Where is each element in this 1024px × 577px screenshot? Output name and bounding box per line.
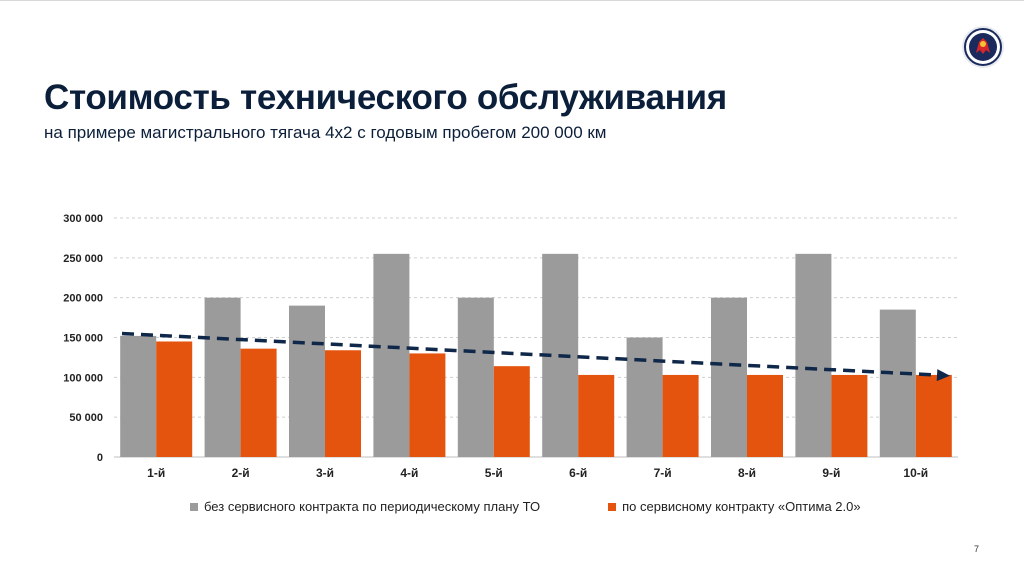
trend-arrowhead	[936, 369, 950, 382]
bar-series-1	[289, 305, 325, 457]
bar-series-2	[747, 374, 783, 457]
bar-series-2	[156, 341, 193, 457]
legend-swatch-series-1	[190, 502, 198, 511]
y-tick-label: 150 000	[63, 333, 103, 345]
x-tick-label: 4-й	[400, 466, 418, 480]
trend-line	[121, 331, 941, 377]
page-title: Стоимость технического обслуживания	[44, 78, 727, 117]
page-subtitle: на примере магистрального тягача 4х2 с г…	[44, 123, 607, 142]
bar-series-2	[240, 348, 277, 457]
x-tick-label: 2-й	[232, 466, 250, 480]
bar-series-1	[457, 297, 494, 457]
x-tick-label: 8-й	[738, 466, 756, 480]
y-tick-label: 200 000	[63, 293, 103, 305]
legend-item-series-1: без сервисного контракта по периодическо…	[190, 499, 540, 514]
x-tick-label: 6-й	[569, 466, 587, 480]
x-tick-label: 9-й	[822, 466, 840, 480]
x-tick-label: 3-й	[316, 466, 334, 480]
y-tick-label: 0	[97, 452, 103, 464]
legend-item-series-2: по сервисному контракту «Оптима 2.0»	[608, 499, 861, 514]
bar-series-2	[409, 353, 446, 457]
chart-legend: без сервисного контракта по периодическо…	[190, 499, 861, 514]
legend-label-series-2: по сервисному контракту «Оптима 2.0»	[622, 499, 861, 514]
bar-series-2	[831, 374, 868, 457]
bar-series-1	[795, 253, 832, 457]
x-tick-label: 5-й	[485, 466, 503, 480]
bar-series-2	[325, 350, 361, 457]
bar-series-2	[578, 374, 615, 457]
legend-swatch-series-2	[608, 502, 617, 511]
top-border	[0, 0, 1024, 1]
y-tick-label: 300 000	[63, 213, 103, 225]
y-tick-label: 250 000	[63, 253, 103, 265]
bar-series-1	[626, 337, 663, 457]
x-tick-label: 7-й	[654, 466, 672, 480]
bar-series-1	[204, 297, 241, 457]
bar-series-1	[711, 297, 747, 457]
x-tick-label: 1-й	[147, 466, 165, 480]
bar-series-1	[879, 309, 916, 457]
legend-label-series-1: без сервисного контракта по периодическо…	[204, 499, 541, 514]
y-tick-label: 50 000	[69, 412, 103, 424]
bar-series-1	[373, 253, 410, 457]
bar-series-2	[915, 374, 952, 457]
y-tick-label: 100 000	[63, 372, 103, 384]
page-number: 7	[974, 544, 980, 554]
bar-series-2	[662, 374, 699, 457]
x-tick-label: 10-й	[903, 466, 928, 480]
griffin-badge-icon	[962, 26, 1004, 68]
bar-series-2	[493, 366, 530, 457]
bar-series-1	[120, 335, 157, 457]
